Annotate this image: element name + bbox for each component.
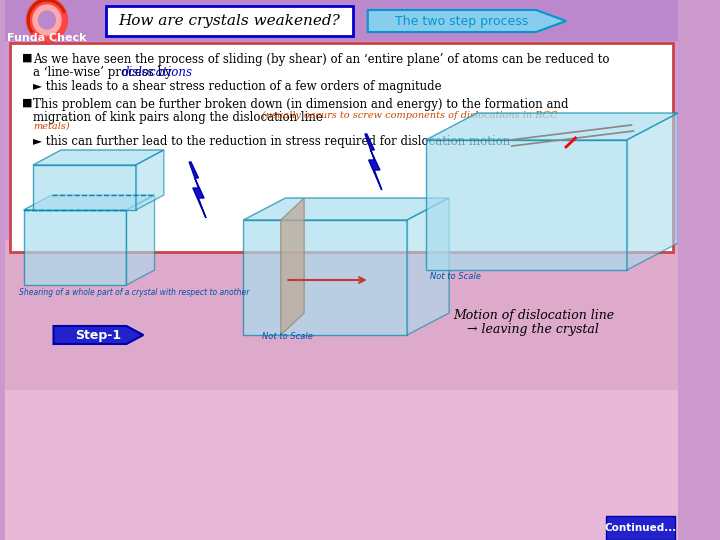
FancyBboxPatch shape [11, 43, 672, 252]
Polygon shape [189, 162, 206, 218]
Polygon shape [33, 165, 136, 210]
Text: Shearing of a whole part of a crystal with respect to another: Shearing of a whole part of a crystal wi… [19, 288, 249, 297]
Polygon shape [281, 198, 304, 335]
Text: Funda Check: Funda Check [7, 33, 86, 43]
Text: → leaving the crystal: → leaving the crystal [467, 323, 599, 336]
Text: Not to Scale: Not to Scale [262, 332, 313, 341]
Text: a ‘line-wise’ process by: a ‘line-wise’ process by [33, 66, 176, 79]
Text: dislocations: dislocations [122, 66, 193, 79]
Text: Step-1: Step-1 [76, 328, 122, 341]
Text: The two step process: The two step process [395, 15, 528, 28]
Text: ■: ■ [22, 53, 32, 63]
Bar [5, 240, 678, 540]
Polygon shape [365, 134, 382, 190]
Text: Motion of dislocation line: Motion of dislocation line [453, 308, 614, 321]
FancyBboxPatch shape [606, 516, 675, 540]
FancyBboxPatch shape [106, 6, 353, 36]
Text: Continued...: Continued... [605, 523, 677, 533]
Polygon shape [243, 220, 407, 335]
Polygon shape [24, 195, 155, 210]
Bar [5, 390, 678, 540]
Polygon shape [627, 113, 678, 270]
Text: (usually occurs to screw components of dislocations in BCC: (usually occurs to screw components of d… [262, 111, 557, 120]
Circle shape [33, 5, 61, 35]
Text: Not to Scale: Not to Scale [431, 272, 481, 281]
Text: As we have seen the process of sliding (by shear) of an ‘entire plane’ of atoms : As we have seen the process of sliding (… [33, 53, 609, 66]
Polygon shape [127, 195, 155, 285]
Polygon shape [426, 113, 678, 140]
Text: ► this can further lead to the reduction in stress required for dislocation moti: ► this can further lead to the reduction… [33, 135, 510, 148]
Polygon shape [136, 150, 164, 210]
Polygon shape [243, 198, 449, 220]
Polygon shape [33, 150, 164, 165]
Circle shape [27, 0, 68, 42]
Text: migration of kink pairs along the dislocation line: migration of kink pairs along the disloc… [33, 111, 327, 124]
Text: This problem can be further broken down (in dimension and energy) to the formati: This problem can be further broken down … [33, 98, 568, 111]
Circle shape [39, 11, 55, 29]
Text: How are crystals weakened?: How are crystals weakened? [119, 14, 341, 28]
Polygon shape [24, 210, 127, 285]
Polygon shape [407, 198, 449, 335]
Polygon shape [53, 326, 143, 344]
Text: metals): metals) [33, 122, 70, 131]
Text: ■: ■ [22, 98, 32, 108]
Bar [5, 0, 678, 40]
Polygon shape [426, 140, 627, 270]
Polygon shape [368, 10, 566, 32]
Text: ► this leads to a shear stress reduction of a few orders of magnitude: ► this leads to a shear stress reduction… [33, 80, 441, 93]
